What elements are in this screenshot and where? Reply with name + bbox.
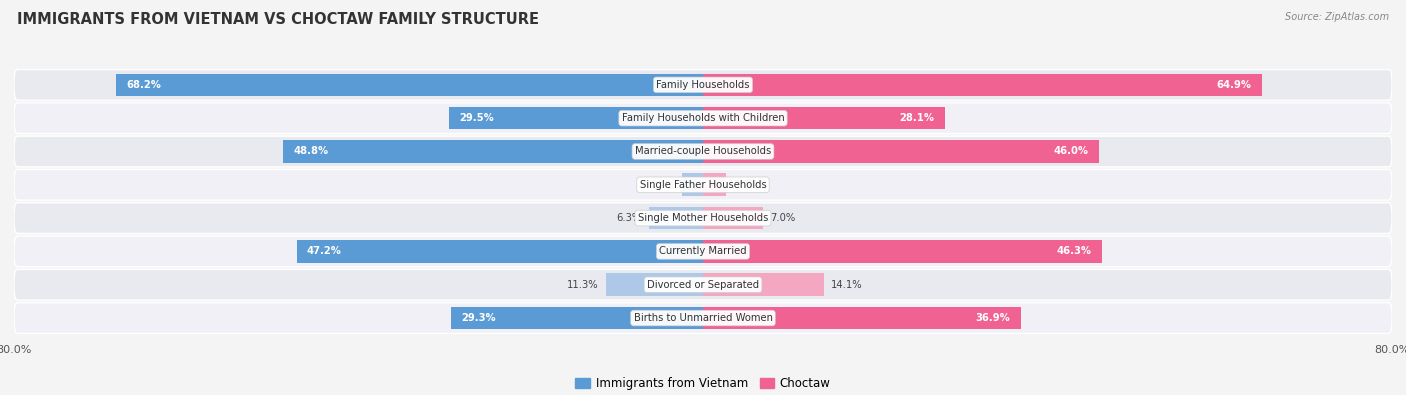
Bar xyxy=(703,107,945,130)
Text: Births to Unmarried Women: Births to Unmarried Women xyxy=(634,313,772,323)
FancyBboxPatch shape xyxy=(14,169,1392,200)
Text: 64.9%: 64.9% xyxy=(1216,80,1251,90)
Bar xyxy=(703,140,1099,163)
Text: 7.0%: 7.0% xyxy=(770,213,796,223)
Text: 29.5%: 29.5% xyxy=(460,113,494,123)
FancyBboxPatch shape xyxy=(14,203,1392,233)
FancyBboxPatch shape xyxy=(14,136,1392,167)
FancyBboxPatch shape xyxy=(14,236,1392,267)
Text: 48.8%: 48.8% xyxy=(292,147,328,156)
FancyBboxPatch shape xyxy=(14,269,1392,300)
Text: 68.2%: 68.2% xyxy=(127,80,160,90)
Text: 29.3%: 29.3% xyxy=(461,313,496,323)
Bar xyxy=(703,207,763,229)
Text: Single Mother Households: Single Mother Households xyxy=(638,213,768,223)
Bar xyxy=(297,240,703,263)
Legend: Immigrants from Vietnam, Choctaw: Immigrants from Vietnam, Choctaw xyxy=(571,372,835,395)
Bar xyxy=(703,73,1263,96)
Bar xyxy=(451,307,703,329)
Bar xyxy=(703,240,1102,263)
Text: 28.1%: 28.1% xyxy=(900,113,935,123)
Text: 14.1%: 14.1% xyxy=(831,280,863,290)
Text: 6.3%: 6.3% xyxy=(617,213,643,223)
Bar xyxy=(703,173,727,196)
Bar xyxy=(283,140,703,163)
Text: 46.3%: 46.3% xyxy=(1056,246,1091,256)
Text: 46.0%: 46.0% xyxy=(1054,147,1088,156)
Text: Family Households with Children: Family Households with Children xyxy=(621,113,785,123)
Bar xyxy=(703,307,1021,329)
Bar xyxy=(449,107,703,130)
FancyBboxPatch shape xyxy=(14,70,1392,100)
Bar xyxy=(606,273,703,296)
Text: Family Households: Family Households xyxy=(657,80,749,90)
Text: 2.4%: 2.4% xyxy=(650,180,675,190)
Bar xyxy=(682,173,703,196)
Text: Divorced or Separated: Divorced or Separated xyxy=(647,280,759,290)
Text: 36.9%: 36.9% xyxy=(976,313,1011,323)
Bar xyxy=(115,73,703,96)
FancyBboxPatch shape xyxy=(14,303,1392,333)
Text: Currently Married: Currently Married xyxy=(659,246,747,256)
Text: IMMIGRANTS FROM VIETNAM VS CHOCTAW FAMILY STRUCTURE: IMMIGRANTS FROM VIETNAM VS CHOCTAW FAMIL… xyxy=(17,12,538,27)
Text: 2.7%: 2.7% xyxy=(733,180,758,190)
FancyBboxPatch shape xyxy=(14,103,1392,134)
Text: 11.3%: 11.3% xyxy=(567,280,599,290)
Bar xyxy=(648,207,703,229)
Text: Married-couple Households: Married-couple Households xyxy=(636,147,770,156)
Text: 47.2%: 47.2% xyxy=(307,246,342,256)
Text: Source: ZipAtlas.com: Source: ZipAtlas.com xyxy=(1285,12,1389,22)
Bar xyxy=(703,273,824,296)
Text: Single Father Households: Single Father Households xyxy=(640,180,766,190)
